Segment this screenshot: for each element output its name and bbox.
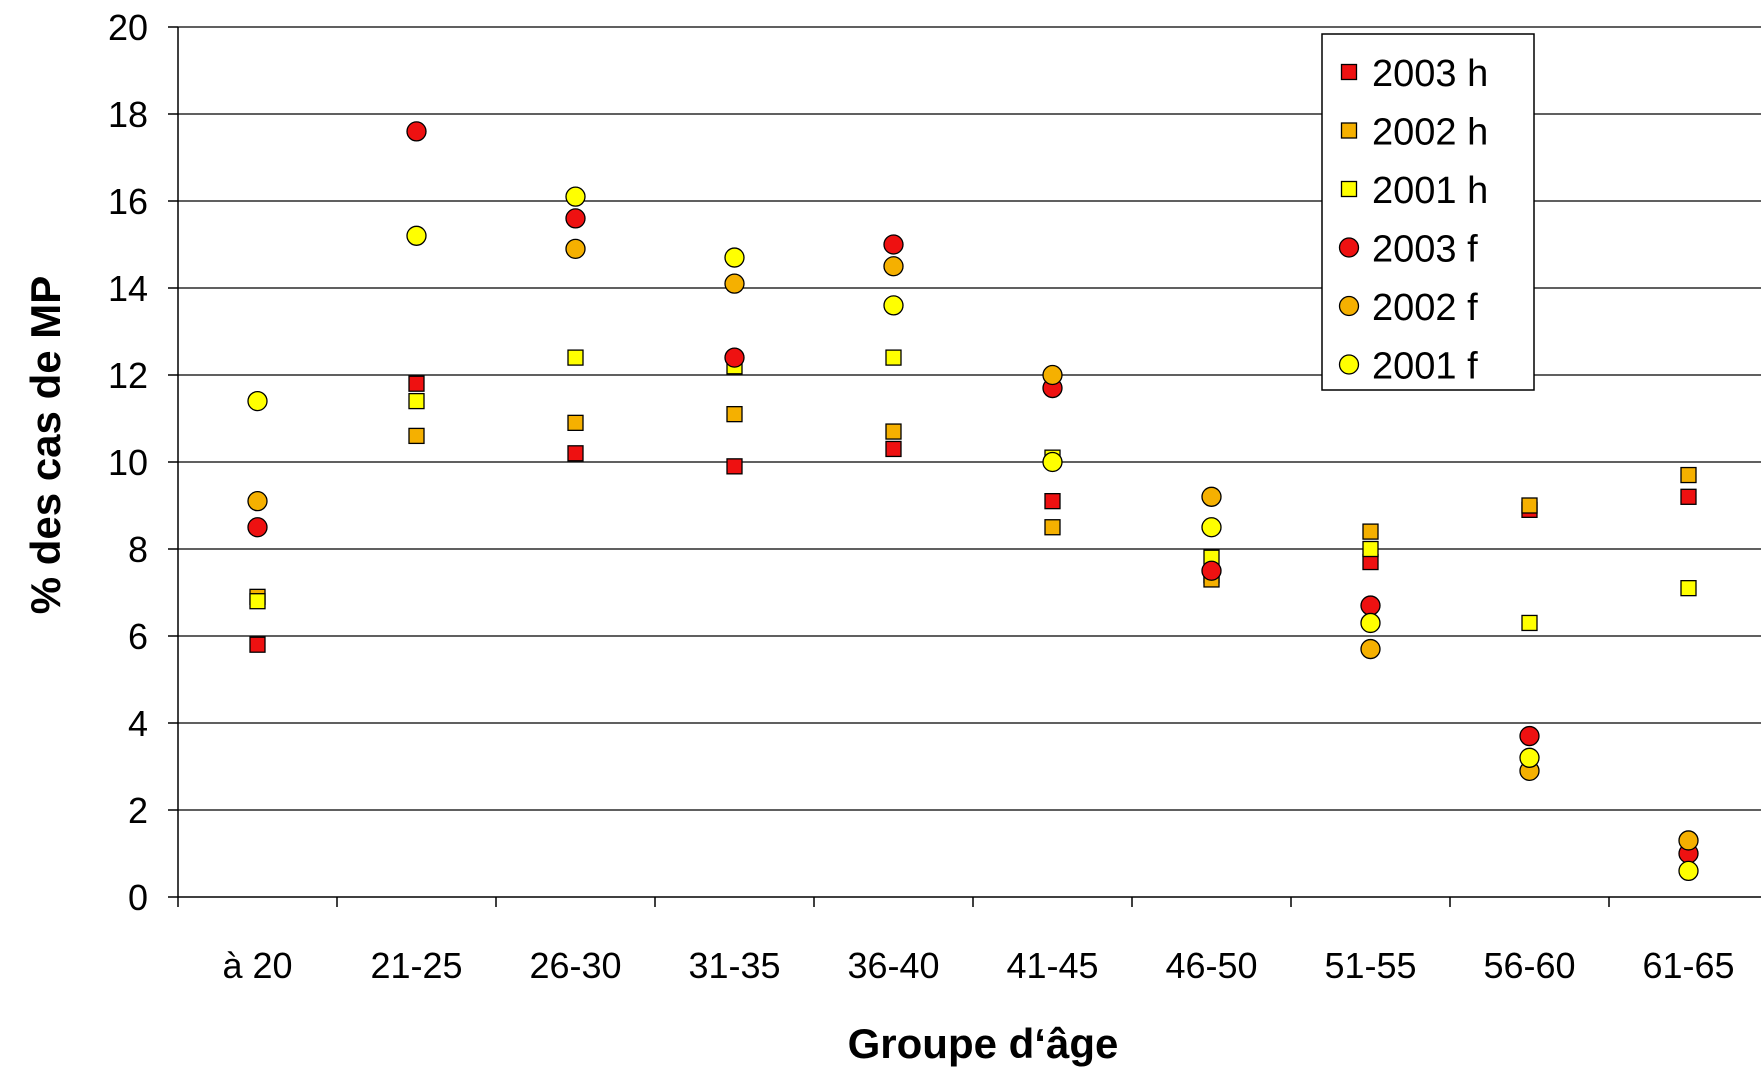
- series-2001-f: [247, 186, 1699, 882]
- data-point: [1521, 614, 1538, 632]
- data-point: [883, 256, 904, 277]
- y-axis-title: % des cas de MP: [22, 276, 69, 614]
- x-tick-label: 41-45: [1006, 945, 1098, 986]
- data-point: [1360, 595, 1381, 616]
- x-tick-label: 31-35: [688, 945, 780, 986]
- y-tick-label: 12: [108, 355, 148, 396]
- legend-label: 2002 f: [1372, 287, 1478, 329]
- legend: 2003 h 2002 h 2001 h 2003 f 2002 f 2001 f: [1321, 33, 1535, 391]
- series-2001-h: [249, 349, 1697, 632]
- data-point: [1201, 560, 1222, 581]
- y-tick-label: 20: [108, 7, 148, 48]
- data-point: [1680, 466, 1697, 484]
- y-tick-label: 10: [108, 442, 148, 483]
- data-point: [1360, 638, 1381, 660]
- legend-label: 2001 f: [1372, 346, 1478, 388]
- data-point: [1360, 612, 1381, 634]
- data-point: [406, 225, 427, 246]
- legend-label: 2002 h: [1372, 112, 1488, 154]
- data-point: [247, 490, 268, 512]
- x-tick-label: 21-25: [370, 945, 462, 986]
- y-tick-label: 14: [108, 268, 148, 309]
- data-point: [565, 238, 586, 260]
- data-point: [724, 247, 745, 268]
- data-points: [247, 121, 1699, 882]
- data-point: [1680, 488, 1697, 505]
- data-point: [1362, 523, 1379, 540]
- data-point: [1044, 519, 1061, 536]
- data-point: [408, 427, 425, 445]
- data-point: [883, 295, 904, 316]
- data-point: [1362, 540, 1379, 558]
- x-tick-label: 56-60: [1483, 945, 1575, 986]
- y-tick-label: 8: [128, 529, 148, 570]
- data-point: [567, 349, 584, 366]
- legend-marker: [1340, 122, 1358, 139]
- legend-label: 2003 h: [1372, 53, 1488, 95]
- data-point: [885, 440, 902, 458]
- data-point: [883, 234, 904, 255]
- legend-marker: [1340, 63, 1358, 81]
- x-tick-label: à 20: [222, 945, 292, 986]
- data-point: [249, 593, 266, 610]
- data-point: [567, 445, 584, 462]
- data-point: [1201, 517, 1222, 538]
- data-point: [1678, 830, 1699, 851]
- data-point: [1042, 451, 1063, 473]
- data-point: [726, 458, 743, 475]
- y-tick-label: 16: [108, 181, 148, 222]
- data-point: [247, 390, 268, 412]
- legend-marker: [1338, 354, 1360, 375]
- data-point: [885, 349, 902, 366]
- data-point: [249, 636, 266, 653]
- legend-marker: [1338, 237, 1360, 258]
- y-tick-label: 6: [128, 616, 148, 657]
- series-2002-f: [247, 238, 1699, 851]
- data-point: [408, 375, 425, 392]
- series-2002-h: [249, 405, 1697, 605]
- y-tick-label: 18: [108, 94, 148, 135]
- data-point: [724, 273, 745, 294]
- axes: 0 2 4 6 8 10 12 14 16 18 20 à 20 21-25 26-30 31-35 36-4…: [108, 7, 1761, 986]
- legend-box: [1321, 33, 1535, 391]
- x-tick-label: 46-50: [1165, 945, 1257, 986]
- data-point: [1521, 497, 1538, 514]
- x-axis-title: Groupe d‘âge: [848, 1020, 1119, 1067]
- data-point: [408, 392, 425, 410]
- data-point: [1519, 747, 1540, 768]
- data-point: [1042, 364, 1063, 386]
- legend-label: 2001 h: [1372, 170, 1488, 212]
- x-tick-label: 26-30: [529, 945, 621, 986]
- data-point: [885, 423, 902, 440]
- y-tick-label: 0: [128, 877, 148, 918]
- data-point: [1680, 580, 1697, 597]
- data-point: [406, 121, 427, 142]
- data-point: [1678, 860, 1699, 882]
- y-tick-label: 2: [128, 790, 148, 831]
- x-tick-label: 51-55: [1324, 945, 1416, 986]
- x-tick-label: 36-40: [847, 945, 939, 986]
- data-point: [726, 405, 743, 423]
- data-point: [1519, 725, 1540, 747]
- x-tick-label: 61-65: [1642, 945, 1734, 986]
- data-point: [724, 347, 745, 368]
- data-point: [1201, 486, 1222, 507]
- data-point: [567, 414, 584, 432]
- legend-label: 2003 f: [1372, 229, 1478, 271]
- data-point: [565, 208, 586, 229]
- data-point: [565, 186, 586, 207]
- y-tick-label: 4: [128, 703, 148, 744]
- data-point: [1044, 492, 1061, 510]
- data-point: [247, 517, 268, 538]
- legend-marker: [1338, 295, 1360, 317]
- gridlines: [178, 26, 1761, 811]
- series-2003-h: [249, 375, 1697, 653]
- legend-marker: [1340, 180, 1358, 198]
